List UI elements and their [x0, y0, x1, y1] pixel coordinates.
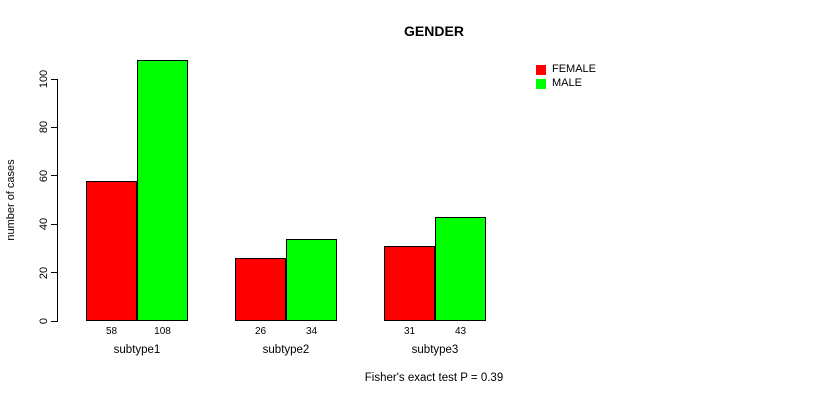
y-tick-label: 80 — [38, 121, 50, 134]
annotation-text: Fisher's exact test P = 0.39 — [364, 372, 504, 384]
y-axis-label: number of cases — [5, 159, 17, 241]
y-tick-label: 60 — [38, 169, 50, 182]
y-tick-label: 40 — [38, 218, 50, 231]
y-tick-mark — [51, 175, 57, 177]
bar-value-label: 108 — [154, 326, 171, 337]
bar-value-label: 43 — [454, 326, 467, 337]
y-tick-mark — [51, 126, 57, 128]
legend-swatch-female — [536, 64, 546, 75]
category-label: subtype3 — [411, 344, 459, 356]
y-tick-mark — [51, 320, 57, 322]
bar-male-subtype2 — [286, 238, 337, 321]
legend-swatch-male — [536, 78, 546, 89]
legend-item: FEMALE — [536, 64, 596, 75]
y-axis-line — [57, 78, 58, 322]
legend-label: MALE — [552, 77, 582, 89]
bar-value-label: 58 — [105, 326, 118, 337]
bar-value-label: 31 — [403, 326, 416, 337]
bar-value-label: 34 — [305, 326, 318, 337]
bar-female-subtype1 — [86, 180, 137, 321]
y-tick-label: 20 — [38, 266, 50, 279]
y-tick-label: 0 — [38, 317, 50, 325]
bar-value-label: 26 — [254, 326, 267, 337]
legend-label: FEMALE — [552, 63, 597, 75]
y-tick-mark — [51, 78, 57, 80]
bar-female-subtype2 — [235, 258, 286, 321]
chart-title: GENDER — [404, 23, 464, 39]
bar-female-subtype3 — [384, 245, 435, 321]
bar-male-subtype1 — [137, 59, 188, 321]
category-label: subtype1 — [113, 344, 161, 356]
legend: FEMALE MALE — [536, 64, 596, 89]
bar-male-subtype3 — [435, 216, 486, 321]
y-tick-label: 100 — [38, 69, 50, 89]
y-tick-mark — [51, 272, 57, 274]
legend-item: MALE — [536, 78, 596, 89]
y-tick-mark — [51, 223, 57, 225]
category-label: subtype2 — [262, 344, 310, 356]
